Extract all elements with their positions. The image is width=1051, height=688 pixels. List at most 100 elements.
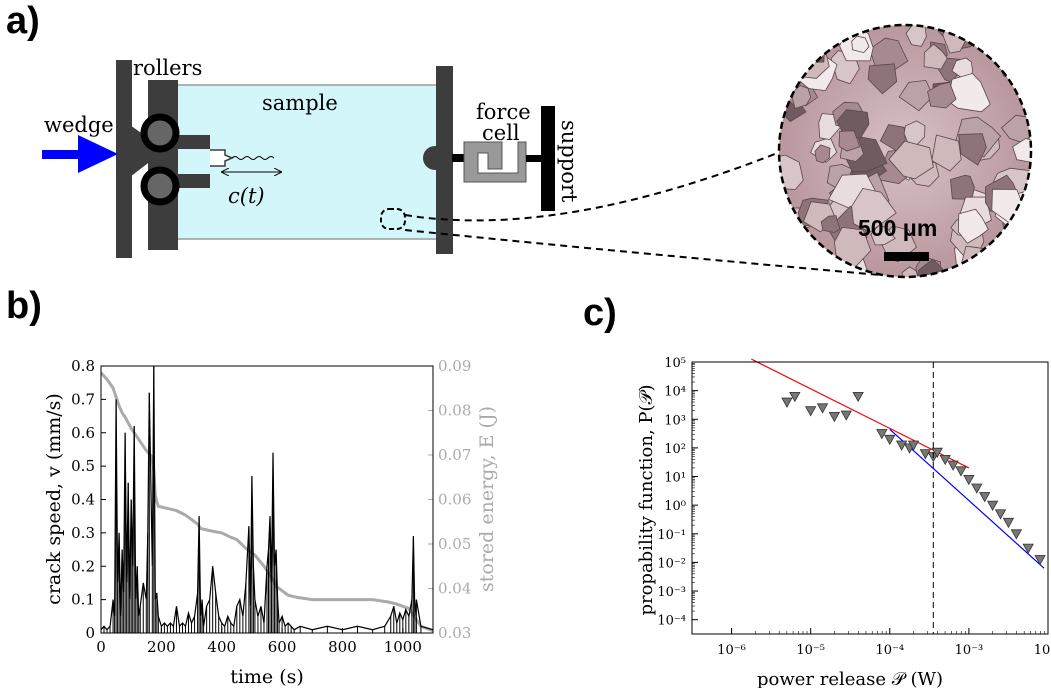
data-point [781, 397, 793, 408]
data-point [986, 500, 999, 511]
wedge [130, 125, 165, 177]
grain [786, 39, 805, 58]
data-point [895, 440, 908, 451]
grain [993, 25, 1024, 45]
force-label-line1: force [476, 100, 531, 124]
x-tick: 200 [147, 638, 176, 656]
x-tick: 10⁻³ [955, 643, 984, 658]
y-axis-label-left: crack speed, v (mm/s) [43, 393, 65, 605]
grain [991, 25, 1024, 50]
y-axis-label: propability function, P(𝒫) [636, 384, 657, 615]
lower-roller [140, 166, 180, 206]
grain [814, 144, 831, 164]
data-point [1022, 543, 1034, 554]
y-tick-right: 0.05 [438, 535, 471, 553]
data-point [907, 440, 920, 451]
crack [231, 156, 275, 160]
y-tick: 10⁰ [664, 499, 686, 514]
grain [957, 208, 989, 244]
grain [1008, 48, 1031, 82]
data-point [955, 466, 967, 477]
grain [950, 174, 975, 200]
chart-b-frame [100, 365, 434, 634]
panel-label-a: a) [6, 0, 40, 42]
data-point [931, 447, 943, 459]
chart-c-frame [691, 361, 1049, 635]
wedge-frame [116, 60, 132, 258]
y-tick-right: 0.06 [438, 491, 471, 509]
scale-bar-label: 500 μm [858, 215, 937, 241]
y-tick-left: 0.1 [71, 591, 95, 609]
grain [898, 79, 934, 112]
crack-speed-series [100, 365, 434, 633]
data-point [852, 391, 864, 403]
grain [820, 215, 841, 233]
y-tick: 10⁻³ [657, 585, 686, 600]
x-tick: 10⁻² [1034, 643, 1050, 658]
y-tick: 10⁻² [657, 556, 686, 571]
data-point [876, 429, 888, 440]
crack-speed-line [100, 365, 434, 631]
y-tick: 10⁵ [664, 356, 686, 371]
data-point [994, 509, 1007, 520]
upper-roller [140, 113, 180, 153]
y-tick-left: 0.2 [71, 557, 95, 575]
data-point [828, 412, 841, 423]
x-tick: 0 [96, 638, 106, 656]
x-tick: 10⁻⁴ [875, 643, 904, 658]
y-tick-left: 0.3 [71, 524, 95, 542]
x-tick: 400 [207, 638, 236, 656]
setup-schematic: sample wedge rollers c(t) force cell sup… [42, 23, 1033, 279]
x-axis-label: time (s) [230, 666, 304, 688]
grain [1012, 138, 1031, 163]
grain [927, 81, 957, 109]
grain [779, 222, 802, 252]
crack-length-label: c(t) [228, 184, 265, 208]
grain [851, 187, 897, 233]
data-point [789, 391, 801, 403]
y-tick: 10¹ [664, 471, 686, 486]
data-point [947, 460, 959, 471]
y-tick-right: 0.03 [438, 624, 471, 642]
force-cell [463, 141, 527, 183]
y-tick-left: 0.7 [71, 390, 95, 408]
support [541, 106, 555, 211]
roller-plate [148, 80, 178, 250]
grain [870, 224, 896, 246]
y-tick-left: 0.8 [71, 357, 95, 375]
grain [779, 25, 805, 47]
grain [799, 25, 834, 55]
data-point [963, 474, 975, 486]
chart-crack-speed: 0 0.1 0.2 0.3 0.4 0.5 0.6 0.7 0.8 0.03 0.04 0.05 0.… [43, 357, 498, 688]
grain [838, 130, 861, 152]
grain [917, 258, 948, 277]
y-tick: 10⁴ [664, 385, 686, 400]
stored-energy-series [99, 371, 434, 633]
grain [958, 133, 987, 166]
y-tick: 10⁻⁴ [657, 614, 686, 629]
data-point [1002, 517, 1015, 529]
data-point [1034, 555, 1046, 566]
scale-bar [884, 252, 929, 261]
zoom-region [380, 208, 406, 230]
grain [901, 266, 920, 277]
y-tick-right: 0.04 [438, 580, 471, 598]
grain [851, 35, 870, 54]
panel-label-b: b) [6, 285, 42, 327]
y-tick: 10² [664, 442, 686, 457]
support-label: support [557, 120, 581, 203]
grain [923, 43, 948, 70]
fit-line [889, 428, 1045, 569]
data-point [939, 454, 951, 466]
y-tick-left: 0.4 [71, 491, 95, 509]
grain [905, 25, 927, 47]
data-point [804, 406, 817, 417]
y-axis-label-right: stored energy, E (J) [476, 406, 498, 592]
grain [867, 63, 898, 95]
y-tick: 10⁻¹ [657, 528, 686, 543]
chart-probability: 10⁻⁴ 10⁻³ 10⁻² 10⁻¹ 10⁰ 10¹ 10² 10³ 10⁴ 10⁵ 10⁻⁶ 1… [636, 356, 1050, 688]
grain [811, 257, 841, 277]
panel-label-c: c) [583, 292, 617, 334]
y-tick-right: 0.08 [438, 402, 471, 420]
x-tick: 1000 [384, 638, 422, 656]
